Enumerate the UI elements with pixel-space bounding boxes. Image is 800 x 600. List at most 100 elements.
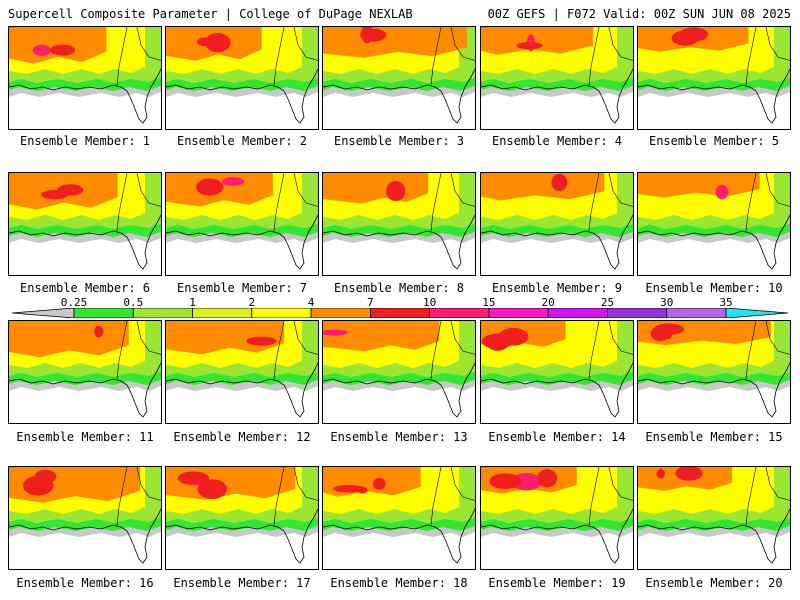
- scp-field-map: [323, 321, 475, 418]
- scp-field-map: [481, 467, 633, 564]
- scp-field-map: [481, 27, 633, 124]
- scp-contour-high: [715, 184, 729, 200]
- coastline: [638, 68, 790, 124]
- colorbar-tick-label: 10: [423, 296, 437, 309]
- scp-field-map: [166, 173, 318, 270]
- ensemble-member-map: [637, 466, 791, 570]
- ensemble-member-map: [165, 320, 319, 424]
- scp-contour-high: [675, 467, 703, 481]
- ensemble-member-map: [165, 26, 319, 130]
- colorbar-segment: [429, 308, 490, 318]
- state-border: [430, 321, 475, 380]
- scp-contour-high: [177, 471, 210, 485]
- ensemble-member-map: [8, 466, 162, 570]
- ensemble-member-label: Ensemble Member: 4: [491, 134, 623, 148]
- scp-field-map: [481, 321, 633, 418]
- state-border: [745, 321, 790, 380]
- coastline: [166, 68, 318, 124]
- ensemble-member-map: [8, 172, 162, 276]
- ensemble-member-map: [637, 26, 791, 130]
- coastline: [9, 214, 161, 270]
- scp-contour-4: [323, 321, 440, 352]
- ensemble-member-label: Ensemble Member: 10: [645, 281, 783, 295]
- state-border: [745, 27, 790, 86]
- ensemble-member-label: Ensemble Member: 3: [333, 134, 465, 148]
- scp-contour-4: [323, 27, 467, 58]
- ensemble-member-map: [322, 26, 476, 130]
- state-border: [273, 321, 318, 380]
- state-border: [116, 321, 161, 380]
- coastline: [323, 362, 475, 418]
- ensemble-member-map: [480, 172, 634, 276]
- colorbar-tick-label: 35: [719, 296, 733, 309]
- ensemble-member-label: Ensemble Member: 6: [19, 281, 151, 295]
- ensemble-member-label: Ensemble Member: 18: [330, 576, 468, 590]
- coastline: [638, 508, 790, 564]
- ensemble-member-label: Ensemble Member: 12: [173, 430, 311, 444]
- scp-field-map: [9, 321, 161, 418]
- colorbar-low-extend: [12, 308, 75, 318]
- scp-contour-high: [40, 190, 68, 200]
- ensemble-member-label: Ensemble Member: 16: [16, 576, 154, 590]
- ensemble-member-label: Ensemble Member: 13: [330, 430, 468, 444]
- scp-contour-high: [333, 484, 365, 493]
- scp-field-map: [638, 173, 790, 270]
- ensemble-member-map: [322, 320, 476, 424]
- state-border: [588, 27, 633, 86]
- colorbar-tick-label: 4: [307, 296, 315, 309]
- ensemble-member-label: Ensemble Member: 9: [491, 281, 623, 295]
- ensemble-member-label: Ensemble Member: 8: [333, 281, 465, 295]
- scp-contour-high: [489, 473, 522, 489]
- coastline: [481, 508, 633, 564]
- colorbar-tick-label: 2: [248, 296, 256, 309]
- colorbar-segment: [310, 308, 371, 318]
- scp-field-map: [638, 27, 790, 124]
- ensemble-member-map: [637, 172, 791, 276]
- color-scale-bar: [12, 308, 788, 318]
- scp-contour-high: [221, 177, 245, 186]
- scp-contour-high: [32, 44, 51, 56]
- ensemble-member-map: [480, 26, 634, 130]
- scp-contour-4: [481, 27, 594, 55]
- colorbar-tick-label: 7: [367, 296, 374, 309]
- scp-contour-high: [516, 42, 543, 50]
- scp-contour-4: [323, 173, 429, 204]
- colorbar-tick-label: 15: [482, 296, 496, 309]
- scp-field-map: [166, 321, 318, 418]
- scp-field-map: [323, 467, 475, 564]
- scp-contour-high: [360, 28, 387, 42]
- state-border: [745, 173, 790, 232]
- ensemble-member-label: Ensemble Member: 19: [488, 576, 626, 590]
- state-border: [430, 173, 475, 232]
- scp-contour-4: [481, 173, 605, 201]
- ensemble-member-label: Ensemble Member: 11: [16, 430, 154, 444]
- ensemble-member-label: Ensemble Member: 1: [19, 134, 151, 148]
- scp-contour-4: [166, 321, 285, 355]
- state-border: [588, 467, 633, 526]
- ensemble-member-label: Ensemble Member: 17: [173, 576, 311, 590]
- colorbar-segment: [607, 308, 668, 318]
- state-border: [588, 321, 633, 380]
- colorbar-segment: [251, 308, 312, 318]
- coastline: [323, 214, 475, 270]
- state-border: [116, 467, 161, 526]
- ensemble-member-map: [165, 466, 319, 570]
- product-title: Supercell Composite Parameter | College …: [8, 7, 413, 21]
- coastline: [481, 214, 633, 270]
- scp-contour-high: [657, 332, 672, 340]
- ensemble-member-label: Ensemble Member: 5: [648, 134, 780, 148]
- ensemble-member-label: Ensemble Member: 20: [645, 576, 783, 590]
- scp-contour-high: [653, 323, 684, 335]
- scp-field-map: [323, 173, 475, 270]
- colorbar-tick-label: 30: [660, 296, 674, 309]
- ensemble-member-map: [637, 320, 791, 424]
- ensemble-member-map: [480, 320, 634, 424]
- scp-field-map: [9, 173, 161, 270]
- scp-contour-high: [246, 336, 277, 346]
- scp-contour-high: [34, 469, 57, 484]
- scp-contour-high: [386, 181, 406, 201]
- coastline: [9, 68, 161, 124]
- coastline: [9, 362, 161, 418]
- scp-field-map: [638, 321, 790, 418]
- scp-field-map: [638, 467, 790, 564]
